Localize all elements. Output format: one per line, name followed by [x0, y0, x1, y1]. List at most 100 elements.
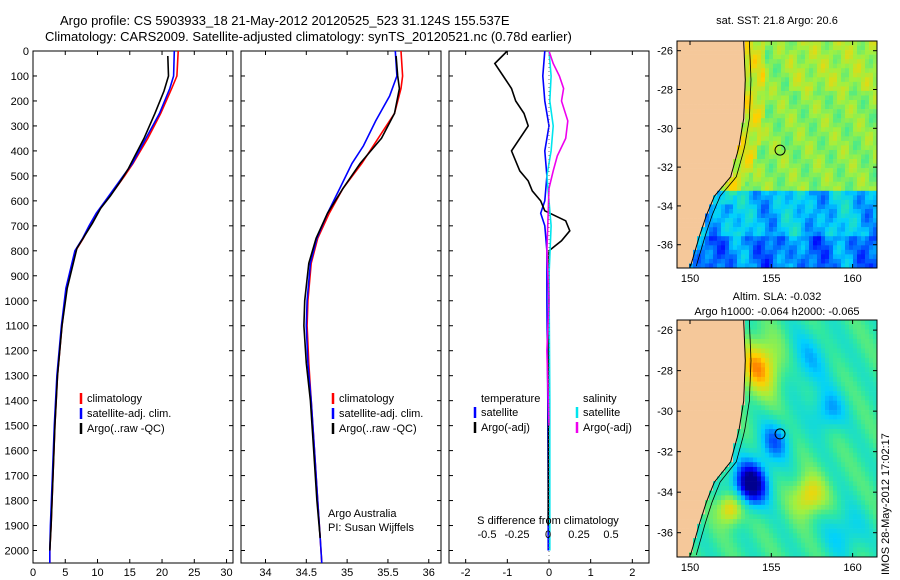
- map-cell: [837, 514, 842, 520]
- map-cell: [761, 54, 766, 60]
- map-cell: [765, 231, 770, 237]
- map-cell: [849, 485, 854, 491]
- map-cell: [869, 485, 874, 491]
- map-cell: [805, 249, 810, 255]
- map-cell: [769, 104, 774, 110]
- map-cell: [845, 391, 850, 397]
- map-cell: [805, 462, 810, 468]
- map-cell: [821, 400, 826, 406]
- map-cell: [777, 320, 782, 326]
- map-cell: [769, 519, 774, 525]
- map-cell: [873, 504, 878, 510]
- map-cell: [769, 381, 774, 387]
- map-cell: [833, 168, 838, 173]
- map-cell: [749, 414, 754, 420]
- map-cell: [853, 334, 858, 340]
- map-cell: [769, 113, 774, 119]
- map-cell: [853, 118, 858, 124]
- map-cell: [801, 149, 806, 155]
- map-cell: [697, 190, 702, 196]
- map-cell: [733, 50, 738, 55]
- map-cell: [693, 452, 698, 458]
- map-cell: [693, 227, 698, 232]
- map-cell: [741, 263, 746, 269]
- map-cell: [797, 41, 802, 46]
- map-cell: [705, 172, 710, 178]
- map-cell: [689, 163, 694, 169]
- map-cell: [729, 476, 734, 482]
- map-cell: [785, 462, 790, 468]
- map-cell: [785, 190, 790, 196]
- map-cell: [741, 172, 746, 178]
- map-cell: [717, 443, 722, 449]
- map-cell: [841, 63, 846, 69]
- map-cell: [689, 136, 694, 142]
- map-cell: [817, 481, 822, 487]
- map-cell: [869, 54, 874, 60]
- map-cell: [841, 50, 846, 55]
- map-cell: [737, 504, 742, 510]
- map-cell: [709, 509, 714, 515]
- map-cell: [737, 122, 742, 128]
- map-cell: [729, 227, 734, 232]
- map-cell: [789, 367, 794, 373]
- map-cell: [857, 240, 862, 246]
- map-cell: [693, 154, 698, 160]
- map-cell: [745, 457, 750, 463]
- map-cell: [853, 429, 858, 435]
- map-cell: [701, 495, 706, 501]
- map-cell: [697, 353, 702, 359]
- map-cell: [713, 320, 718, 326]
- map-cell: [753, 485, 758, 491]
- map-cell: [869, 471, 874, 477]
- map-cell: [713, 163, 718, 169]
- map-cell: [873, 500, 878, 506]
- map-cell: [861, 500, 866, 506]
- map-cell: [685, 481, 690, 487]
- map-cell: [869, 405, 874, 411]
- map-cell: [717, 218, 722, 223]
- map-cell: [837, 177, 842, 183]
- map-cell: [813, 429, 818, 435]
- map-cell: [717, 376, 722, 382]
- map-cell: [765, 90, 770, 96]
- map-cell: [749, 145, 754, 151]
- map-cell: [721, 471, 726, 477]
- map-cell: [701, 254, 706, 260]
- map-cell: [753, 466, 758, 472]
- map-cell: [757, 249, 762, 255]
- map-cell: [797, 443, 802, 449]
- map-cell: [757, 154, 762, 160]
- map-cell: [865, 438, 870, 444]
- map-cell: [761, 410, 766, 416]
- map-cell: [689, 100, 694, 105]
- map-cell: [689, 386, 694, 392]
- map-cell: [833, 186, 838, 192]
- map-cell: [853, 154, 858, 160]
- map-cell: [745, 204, 750, 210]
- map-cell: [837, 504, 842, 510]
- map-cell: [865, 338, 870, 344]
- coastline: [690, 40, 746, 267]
- map-cell: [681, 395, 686, 401]
- map-cell: [813, 324, 818, 330]
- map-cell: [809, 362, 814, 368]
- map-cell: [865, 391, 870, 397]
- map-cell: [849, 343, 854, 349]
- map-cell: [745, 90, 750, 96]
- map-cell: [749, 447, 754, 454]
- map-cell: [853, 168, 858, 173]
- map-cell: [677, 100, 682, 105]
- map-cell: [829, 90, 834, 96]
- map-cell: [741, 395, 746, 401]
- map-cell: [757, 324, 762, 330]
- map-cell: [825, 410, 830, 416]
- map-cell: [805, 72, 810, 78]
- map-cell: [869, 414, 874, 420]
- map-cell: [829, 320, 834, 326]
- map-cell: [841, 500, 846, 506]
- map-cell: [717, 154, 722, 160]
- map-cell: [833, 443, 838, 449]
- map-cell: [717, 109, 722, 114]
- map-cell: [873, 485, 878, 491]
